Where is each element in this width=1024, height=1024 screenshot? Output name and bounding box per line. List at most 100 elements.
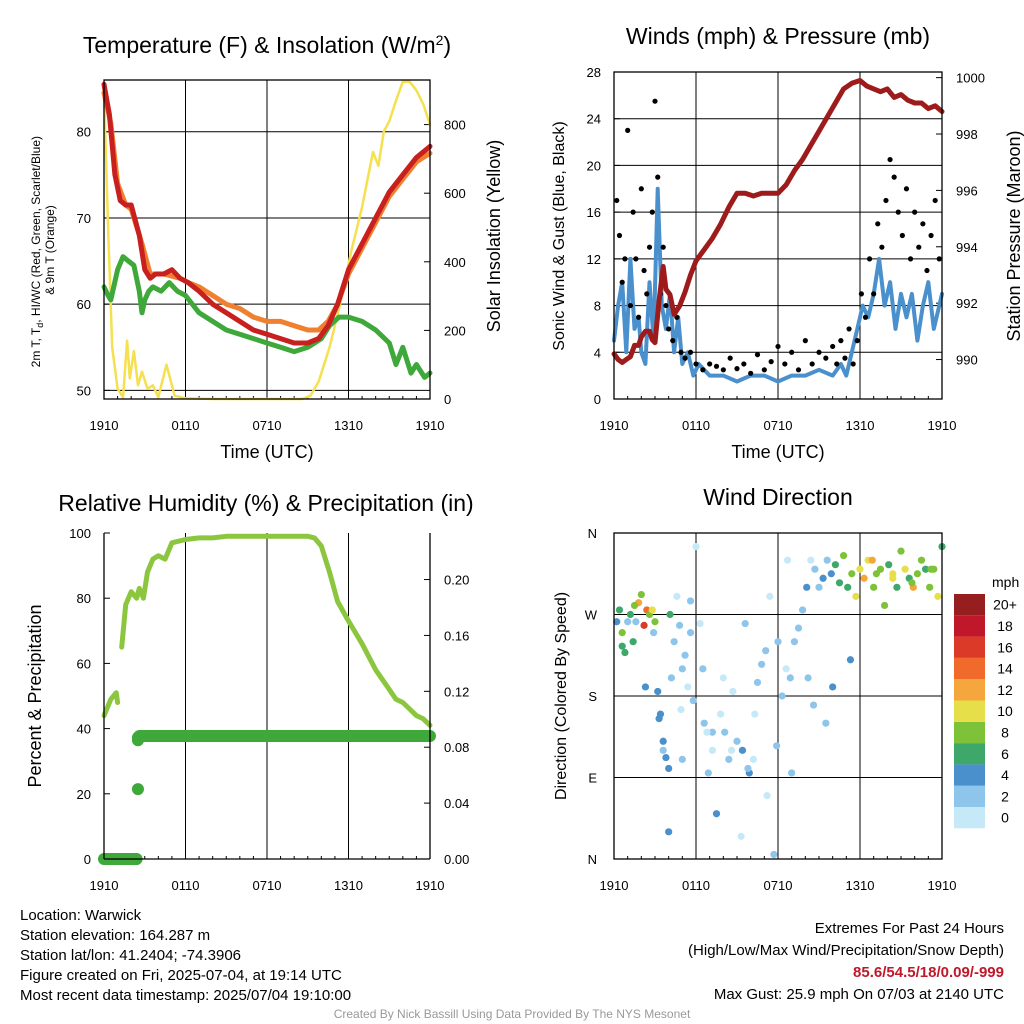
direction-point [615, 606, 624, 614]
direction-point [917, 556, 926, 564]
direction-point [744, 764, 752, 773]
direction-tick-label: E [588, 771, 597, 786]
station-location: Location: Warwick [20, 907, 142, 924]
direction-point [618, 629, 626, 637]
direction-point [856, 565, 864, 573]
gust-point [916, 244, 922, 250]
direction-point [927, 565, 935, 573]
direction-point [751, 710, 759, 718]
y2-tick-label: 990 [956, 353, 978, 368]
direction-point [783, 556, 792, 564]
direction-point [786, 674, 794, 682]
direction-point [913, 570, 922, 578]
direction-point [678, 755, 686, 763]
y-tick-label: 0 [594, 392, 601, 407]
direction-point [632, 618, 640, 626]
direction-ylabel-left: Direction (Colored By Speed) [553, 592, 570, 800]
direction-point [618, 642, 626, 650]
gust-point [655, 174, 661, 180]
direction-point [708, 728, 717, 736]
gust-point [932, 197, 938, 204]
x-tick-label: 1910 [416, 418, 445, 433]
gust-point [802, 338, 808, 344]
gust-point [795, 367, 802, 373]
x-tick-label: 1910 [928, 418, 957, 433]
direction-point [870, 583, 878, 591]
pressure-line [611, 78, 945, 365]
gust-point [748, 370, 754, 376]
y-tick-label: 60 [77, 656, 91, 671]
direction-point [662, 753, 670, 762]
temperature-ylabel-right: Solar Insolation (Yellow) [484, 140, 504, 332]
direction-point [678, 665, 686, 673]
direction-point [908, 579, 916, 587]
direction-point [822, 719, 830, 727]
x-tick-label: 1310 [846, 878, 875, 893]
direction-point [665, 764, 673, 773]
direction-point [681, 651, 689, 659]
direction-point [650, 629, 658, 637]
direction-point [807, 556, 815, 564]
direction-point [889, 570, 897, 578]
direction-point [782, 665, 790, 673]
y-tick-label: 16 [587, 205, 601, 220]
y-tick-label: 50 [77, 383, 91, 398]
humidity-line [101, 690, 121, 719]
x-tick-label: 1910 [90, 418, 119, 433]
plot-frame [613, 71, 943, 400]
direction-point [926, 583, 934, 591]
direction-point [689, 696, 697, 705]
x-tick-label: 1310 [334, 418, 363, 433]
gust-point [879, 244, 885, 250]
gust-point [727, 355, 733, 361]
direction-point [803, 583, 811, 591]
y2-tick-label: 600 [444, 186, 466, 201]
direction-point [659, 737, 667, 745]
colorbar-label: 20+ [993, 597, 1017, 613]
gust-point [883, 197, 889, 204]
y2-tick-label: 0.16 [444, 628, 469, 643]
x-tick-label: 1910 [416, 878, 445, 893]
colorbar-swatch [954, 807, 985, 829]
direction-point [840, 552, 848, 560]
gust-point [687, 349, 694, 355]
gust-point [912, 209, 918, 215]
x-tick-label: 1310 [846, 418, 875, 433]
direction-point [712, 810, 721, 818]
direction-point [876, 565, 885, 573]
direction-point [893, 583, 901, 591]
gust-point [830, 343, 836, 350]
gust-point [875, 221, 881, 227]
direction-point [804, 674, 812, 682]
direction-point [885, 561, 893, 569]
credit-line: Created By Nick Bassill Using Data Provi… [333, 1007, 691, 1021]
y-tick-label: 60 [77, 297, 91, 312]
gust-point [734, 366, 740, 372]
gust-point [862, 314, 869, 320]
direction-point [659, 746, 667, 754]
direction-point [641, 683, 650, 691]
gust-point [646, 244, 653, 250]
direction-point [684, 683, 692, 691]
colorbar-swatch [954, 636, 985, 658]
gust-point [854, 338, 860, 344]
gust-point [895, 209, 901, 215]
dewpoint-line [101, 254, 433, 380]
direction-point [763, 792, 771, 800]
gust-point [761, 367, 767, 373]
direction-point [770, 850, 778, 859]
figure-created: Figure created on Fri, 2025-07-04, at 19… [20, 967, 342, 984]
direction-point [692, 542, 700, 551]
direction-tick-label: N [588, 852, 597, 867]
direction-point [733, 737, 741, 745]
direction-point [721, 728, 729, 736]
x-tick-label: 0110 [682, 878, 710, 893]
direction-point [823, 556, 831, 564]
gust-point [630, 209, 636, 215]
direction-point [651, 618, 659, 626]
direction-point [703, 728, 711, 736]
gust-point [652, 98, 658, 104]
gust-point [936, 256, 942, 262]
gust-point [809, 361, 815, 367]
